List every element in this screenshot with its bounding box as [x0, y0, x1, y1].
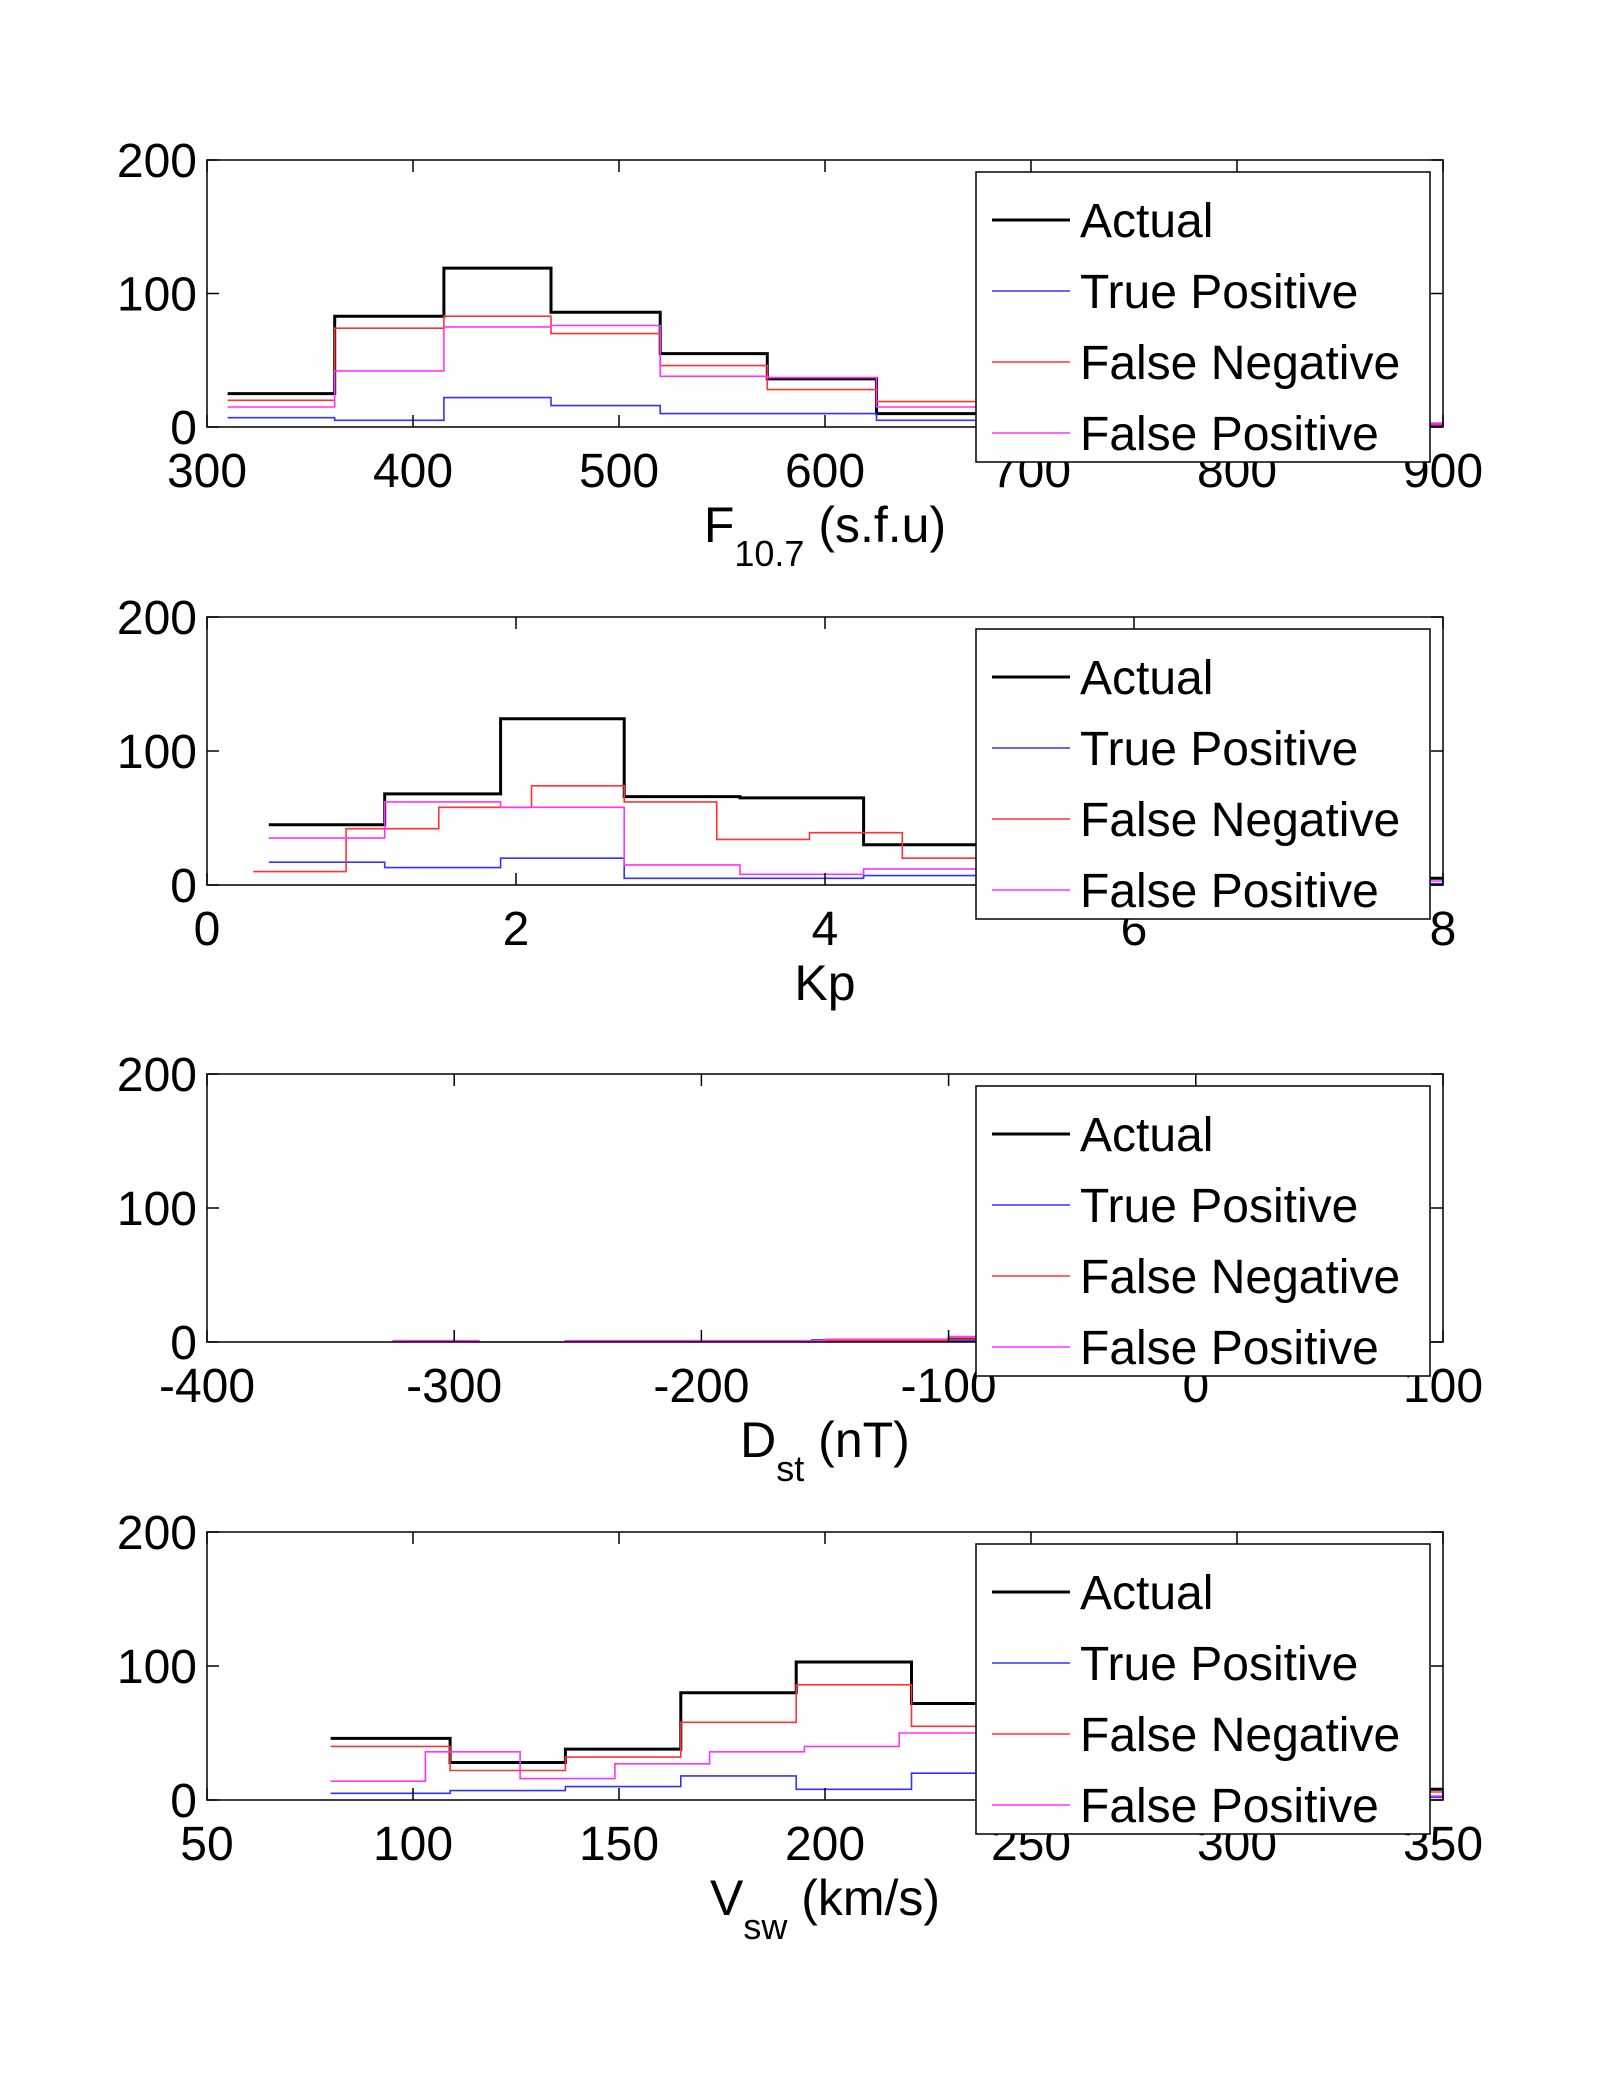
y-tick-label: 0: [170, 1775, 197, 1828]
y-tick-label: 100: [117, 1641, 197, 1694]
y-tick-label: 0: [170, 860, 197, 913]
x-tick-label: 500: [579, 445, 659, 498]
x-axis-label-subscript: 10.7: [734, 533, 804, 574]
legend-label: True Positive: [1080, 1638, 1358, 1691]
legend: Actual True Positive False Negative False P…: [975, 628, 1431, 920]
legend-label: Actual: [1080, 195, 1213, 248]
legend-label: Actual: [1080, 1567, 1213, 1620]
x-axis-label-units: (s.f.u): [804, 497, 946, 553]
legend-label: True Positive: [1080, 266, 1358, 319]
legend-label: False Negative: [1080, 1251, 1400, 1304]
legend: Actual True Positive False Negative False P…: [975, 1085, 1431, 1377]
x-axis-label: F10.7 (s.f.u): [704, 497, 946, 574]
y-tick-label: 200: [117, 592, 197, 645]
x-tick-label: 150: [579, 1818, 659, 1871]
y-tick-label: 100: [117, 726, 197, 779]
legend-label: False Positive: [1080, 1780, 1379, 1833]
legend-label: True Positive: [1080, 1180, 1358, 1233]
y-tick-label: 0: [170, 402, 197, 455]
legend-label: False Negative: [1080, 794, 1400, 847]
x-tick-label: 100: [373, 1818, 453, 1871]
legend-label: False Positive: [1080, 865, 1379, 918]
x-tick-label: 200: [785, 1818, 865, 1871]
legend: Actual True Positive False Negative False P…: [975, 1543, 1431, 1835]
y-tick-label: 100: [117, 269, 197, 322]
legend-label: True Positive: [1080, 723, 1358, 776]
x-tick-label: 8: [1430, 903, 1457, 956]
legend-label: False Positive: [1080, 408, 1379, 461]
legend-label: False Negative: [1080, 1709, 1400, 1762]
legend-label: False Negative: [1080, 337, 1400, 390]
x-axis-label-units: (nT): [804, 1412, 910, 1468]
x-tick-label: 300: [167, 445, 247, 498]
x-axis-label-subscript: st: [776, 1448, 804, 1489]
y-tick-label: 200: [117, 1049, 197, 1102]
x-tick-label: -300: [406, 1360, 502, 1413]
x-axis-label-subscript: sw: [743, 1906, 788, 1947]
x-axis-label-main: F: [704, 497, 735, 553]
x-axis-label: Vsw (km/s): [710, 1870, 940, 1947]
y-tick-label: 100: [117, 1183, 197, 1236]
y-tick-label: 0: [170, 1317, 197, 1370]
y-tick-label: 200: [117, 135, 197, 188]
x-axis-label-units: (km/s): [787, 1870, 940, 1926]
x-axis-label-main: Kp: [794, 955, 855, 1011]
x-tick-label: 0: [194, 903, 221, 956]
legend-label: Actual: [1080, 652, 1213, 705]
x-tick-label: 400: [373, 445, 453, 498]
x-axis-label-main: V: [710, 1870, 744, 1926]
x-tick-label: 600: [785, 445, 865, 498]
x-axis-label-main: D: [740, 1412, 776, 1468]
x-tick-label: 50: [180, 1818, 233, 1871]
x-axis-label: Dst (nT): [740, 1412, 910, 1489]
x-tick-label: 4: [812, 903, 839, 956]
x-tick-label: 2: [503, 903, 530, 956]
x-tick-label: -400: [159, 1360, 255, 1413]
legend: Actual True Positive False Negative False P…: [975, 171, 1431, 463]
x-tick-label: -200: [653, 1360, 749, 1413]
legend-label: Actual: [1080, 1109, 1213, 1162]
legend-label: False Positive: [1080, 1322, 1379, 1375]
y-tick-label: 200: [117, 1507, 197, 1560]
x-axis-label: Kp: [794, 955, 855, 1011]
